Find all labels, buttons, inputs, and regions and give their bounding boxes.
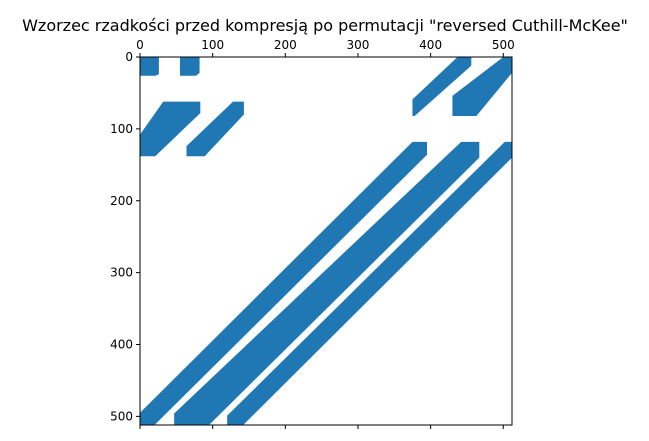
nonzero-region-band-diag-2 (174, 141, 480, 425)
x-tick-label-0: 0 (136, 38, 144, 52)
nonzero-region-block-b (179, 57, 200, 76)
x-tick-label-400: 400 (419, 38, 442, 52)
nonzero-region-band-right-upper-a (412, 57, 472, 116)
nonzero-region-block-a (140, 57, 159, 76)
y-tick-label-300: 300 (110, 266, 133, 280)
nonzero-region-band-diag-3 (227, 141, 512, 425)
x-tick-label-300: 300 (347, 38, 370, 52)
axes-frame (139, 56, 513, 426)
y-tick-label-400: 400 (110, 338, 133, 352)
x-tick-label-100: 100 (201, 38, 224, 52)
y-tick-label-100: 100 (110, 122, 133, 136)
y-tick-label-0: 0 (125, 50, 133, 64)
nonzero-region-band-diag-1 (140, 141, 427, 425)
nonzero-region-band-mid-upper (186, 101, 244, 157)
y-tick-label-200: 200 (110, 194, 133, 208)
x-tick-label-200: 200 (274, 38, 297, 52)
y-tick-label-500: 500 (110, 409, 133, 423)
chart-title: Wzorzec rzadkości przed kompresją po per… (22, 16, 628, 35)
x-axis-ticks: 0 100 200 300 400 500 (136, 38, 515, 429)
nonzero-region-band-left-upper (140, 101, 201, 157)
nonzero-region-band-right-upper-b (452, 57, 512, 116)
x-tick-label-500: 500 (492, 38, 515, 52)
plot-area (140, 57, 512, 425)
y-axis-ticks: 0 100 200 300 400 500 (110, 50, 140, 423)
